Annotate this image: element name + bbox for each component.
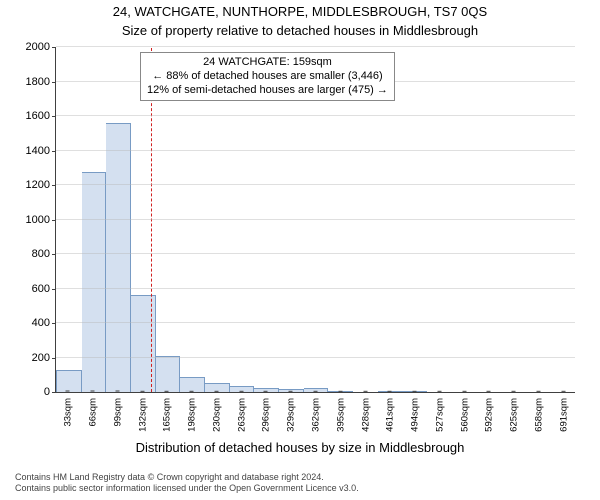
x-tick: 165sqm	[162, 392, 173, 432]
y-tick: 200	[11, 352, 56, 364]
bar	[131, 295, 156, 392]
y-tick: 0	[11, 386, 56, 398]
x-tick: 296sqm	[261, 392, 272, 432]
annotation-line: 12% of semi-detached houses are larger (…	[147, 84, 388, 98]
gridline	[56, 115, 575, 116]
x-tick: 329sqm	[286, 392, 297, 432]
gridline	[56, 46, 575, 47]
x-tick: 461sqm	[385, 392, 396, 432]
y-tick: 1200	[11, 179, 56, 191]
x-tick: 230sqm	[211, 392, 222, 432]
x-tick: 691sqm	[558, 392, 569, 432]
gridline	[56, 357, 575, 358]
chart-title-sub: Size of property relative to detached ho…	[0, 23, 600, 38]
gridline	[56, 288, 575, 289]
chart-title-main: 24, WATCHGATE, NUNTHORPE, MIDDLESBROUGH,…	[0, 4, 600, 19]
gridline	[56, 219, 575, 220]
x-tick: 362sqm	[311, 392, 322, 432]
x-tick: 66sqm	[88, 392, 99, 427]
annotation-line: ← 88% of detached houses are smaller (3,…	[147, 70, 388, 84]
x-tick: 494sqm	[410, 392, 421, 432]
x-tick: 33sqm	[63, 392, 74, 427]
x-tick: 592sqm	[484, 392, 495, 432]
y-tick: 1800	[11, 76, 56, 88]
x-tick: 395sqm	[335, 392, 346, 432]
gridline	[56, 253, 575, 254]
bar	[106, 123, 131, 392]
footnote-line: Contains public sector information licen…	[15, 483, 359, 494]
x-tick: 99sqm	[112, 392, 123, 427]
footnote-line: Contains HM Land Registry data © Crown c…	[15, 472, 359, 483]
y-tick: 400	[11, 317, 56, 329]
gridline	[56, 150, 575, 151]
annotation-box: 24 WATCHGATE: 159sqm ← 88% of detached h…	[140, 52, 395, 101]
x-tick: 263sqm	[236, 392, 247, 432]
x-tick: 132sqm	[137, 392, 148, 432]
annotation-line: 24 WATCHGATE: 159sqm	[147, 56, 388, 70]
x-tick: 658sqm	[533, 392, 544, 432]
x-axis-label: Distribution of detached houses by size …	[0, 440, 600, 455]
bar	[156, 356, 181, 392]
y-tick: 1600	[11, 110, 56, 122]
y-tick: 1400	[11, 145, 56, 157]
y-tick: 600	[11, 283, 56, 295]
x-tick: 428sqm	[360, 392, 371, 432]
x-tick: 560sqm	[459, 392, 470, 432]
bar	[180, 377, 205, 392]
y-tick: 1000	[11, 214, 56, 226]
y-tick: 2000	[11, 41, 56, 53]
y-tick: 800	[11, 248, 56, 260]
bar	[82, 172, 107, 392]
x-tick: 625sqm	[509, 392, 520, 432]
x-tick: 527sqm	[434, 392, 445, 432]
gridline	[56, 322, 575, 323]
bar	[56, 370, 82, 392]
x-tick: 198sqm	[187, 392, 198, 432]
footnote: Contains HM Land Registry data © Crown c…	[15, 472, 359, 495]
gridline	[56, 184, 575, 185]
